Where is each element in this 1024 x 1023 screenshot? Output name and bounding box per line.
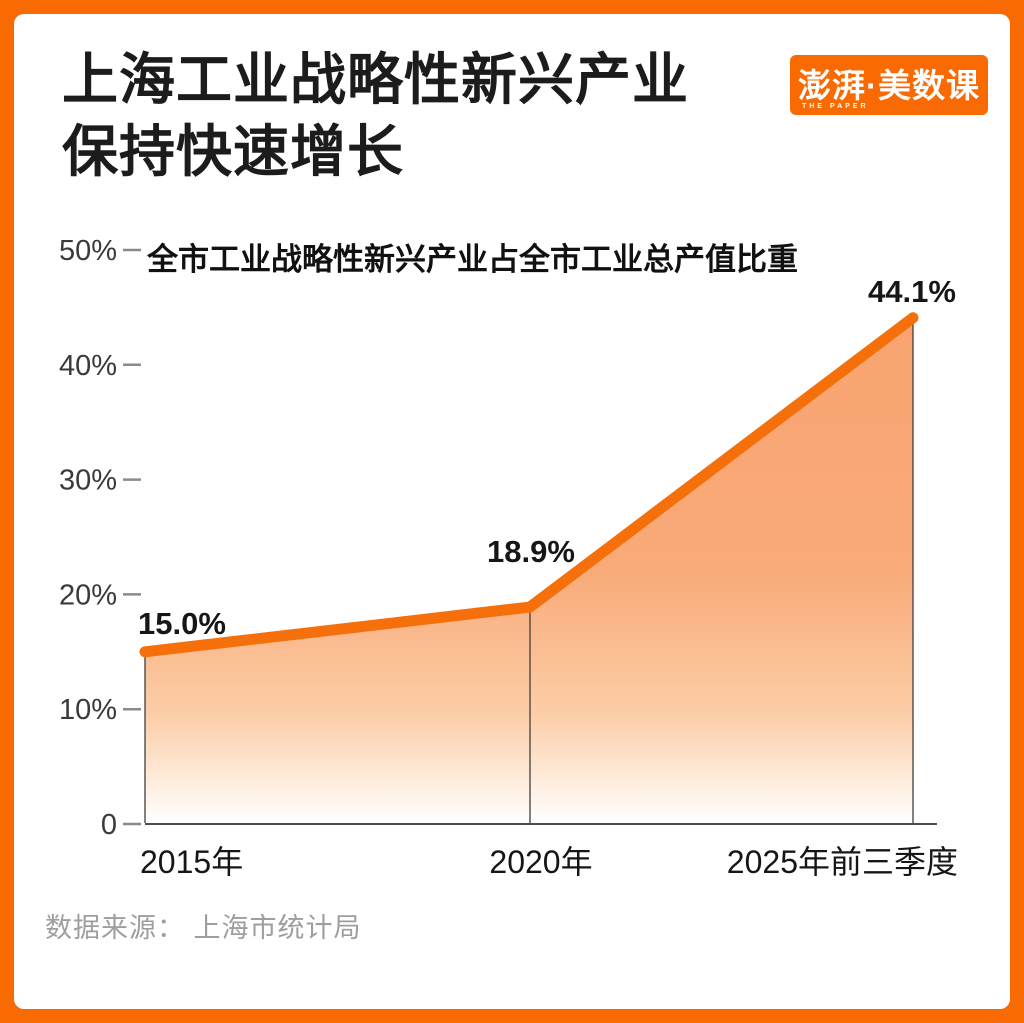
data-source: 数据来源： 上海市统计局 [45,913,362,943]
value-label-2025年前三季度: 44.1% [868,274,956,309]
area-fill [145,317,913,824]
logo-chinese-text: 澎湃·美数课 [798,67,980,104]
page-title-line1: 上海工业战略性新兴产业 [62,48,689,111]
value-label-2020年: 18.9% [487,534,575,569]
value-label-2015年: 15.0% [138,606,226,641]
x-axis-label-2: 2025年前三季度 [727,844,958,880]
data-line [139,312,919,658]
y-tick-label: 0 [101,809,117,841]
y-tick-label: 20% [59,579,117,611]
logo-english-text: THE PAPER [802,103,869,110]
y-tick-label: 30% [59,465,117,497]
the-paper-logo: 澎湃·美数课 THE PAPER [790,55,988,115]
y-tick-label: 10% [59,694,117,726]
page-title: 上海工业战略性新兴产业 保持快速增长 [62,44,782,188]
y-tick-label: 50% [59,235,117,267]
chart-subtitle: 全市工业战略性新兴产业占全市工业总产值比重 [147,242,798,277]
x-axis-label-1: 2020年 [489,844,592,880]
x-axis-label-0: 2015年 [140,844,243,880]
y-tick-label: 40% [59,350,117,382]
page-title-line2: 保持快速增长 [62,120,404,184]
